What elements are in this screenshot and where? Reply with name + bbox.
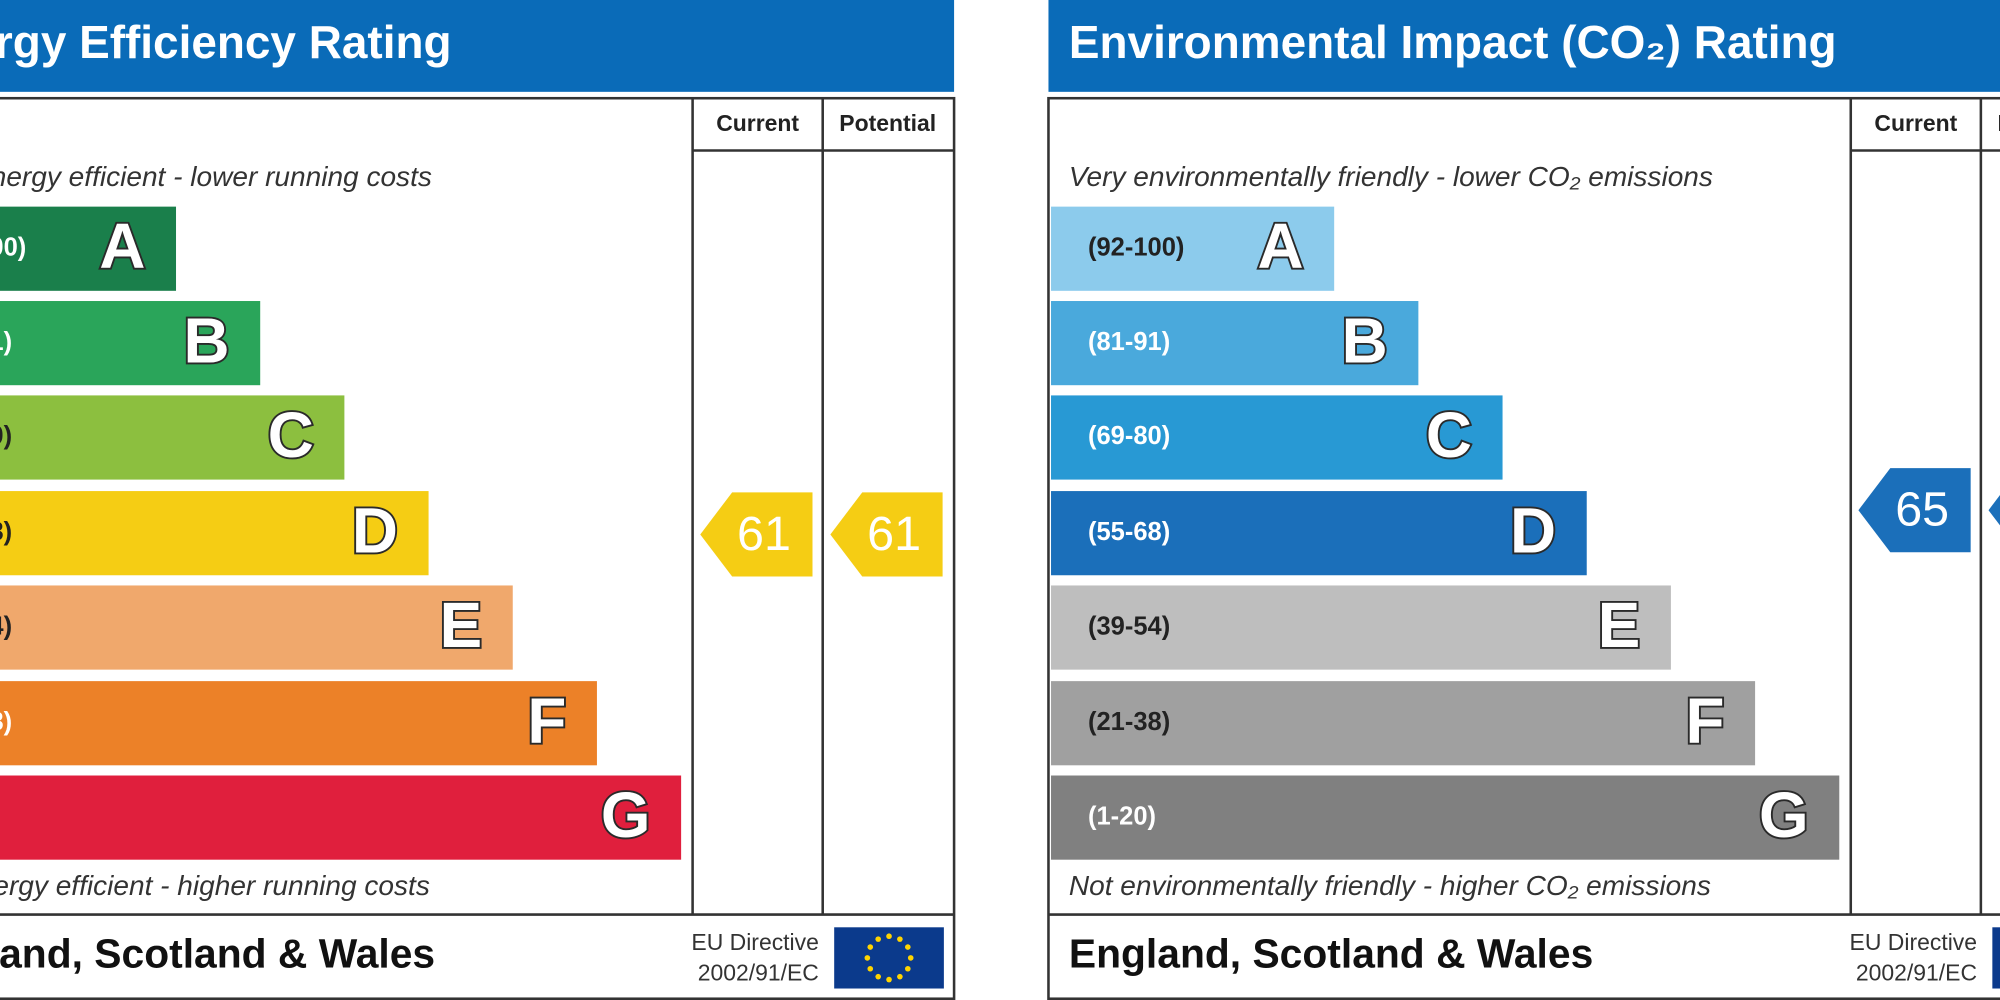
eu-flag	[1992, 927, 2000, 989]
rating-score: 61	[867, 507, 921, 561]
eu-star	[886, 976, 892, 983]
footer-region: England, Scotland & Wales	[1069, 930, 1593, 976]
band-letter: G	[601, 779, 651, 851]
eu-star	[897, 936, 903, 942]
band-range: (21-38)	[0, 708, 12, 736]
panel-title: Environmental Impact (CO₂) Rating	[1069, 16, 1837, 68]
rating-arrow	[700, 492, 813, 577]
band-range: (69-80)	[0, 422, 12, 450]
eu-star	[867, 944, 874, 950]
rating-band	[1051, 491, 1587, 576]
band-letter: F	[527, 685, 566, 757]
band-letter: G	[1759, 779, 1809, 851]
top-note: Very environmentally friendly - lower CO…	[1069, 161, 1713, 192]
band-range: (39-54)	[1088, 612, 1170, 640]
band-range: (21-38)	[1088, 708, 1170, 736]
eu-star	[886, 933, 892, 940]
eu-star	[907, 955, 914, 961]
band-letter: E	[440, 589, 483, 661]
rating-band	[0, 681, 597, 766]
rating-band	[0, 395, 345, 480]
band-range: (69-80)	[1088, 422, 1170, 450]
rating-band	[1051, 206, 1335, 291]
rating-band	[0, 301, 261, 386]
directive-line: EU Directive	[1850, 929, 1977, 955]
band-letter: A	[1258, 210, 1304, 282]
band-letter: E	[1598, 589, 1641, 661]
band-letter: A	[99, 210, 145, 282]
band-range: (92-100)	[1088, 233, 1184, 261]
column-header: Current	[716, 110, 799, 136]
eu-star	[875, 936, 881, 942]
environment-panel: Environmental Impact (CO₂) Rating Current…	[1047, 0, 2000, 1000]
band-range: (55-68)	[0, 518, 12, 546]
energy-panel: Energy Efficiency Rating Current Potential…	[0, 0, 956, 1000]
rating-band	[0, 206, 177, 291]
panel-title: Energy Efficiency Rating	[0, 16, 452, 68]
band-letter: D	[352, 495, 398, 567]
rating-arrow	[1858, 468, 1971, 553]
band-range: (55-68)	[1088, 518, 1170, 546]
header-bar	[1048, 0, 2000, 92]
eu-star	[905, 965, 911, 972]
band-letter: B	[1342, 305, 1388, 377]
header-bar	[0, 0, 955, 92]
band-letter: D	[1510, 495, 1556, 567]
rating-band	[0, 585, 513, 670]
band-letter: C	[268, 399, 314, 471]
rating-score: 65	[1895, 483, 1949, 537]
rating-band	[1051, 301, 1419, 386]
directive-line: 2002/91/EC	[1856, 960, 1977, 986]
eu-star	[864, 955, 871, 961]
eu-star	[905, 944, 911, 950]
eu-star	[867, 965, 874, 972]
band-letter: F	[1686, 685, 1725, 757]
band-range: (1-20)	[1088, 802, 1156, 830]
band-range: (92-100)	[0, 233, 26, 261]
band-range: (81-91)	[1088, 328, 1170, 356]
band-range: (81-91)	[0, 328, 12, 356]
column-header: Potential	[839, 110, 936, 136]
footer-region: England, Scotland & Wales	[0, 930, 435, 976]
eu-star	[875, 973, 881, 980]
column-header: Current	[1874, 110, 1957, 136]
rating-band	[0, 491, 429, 576]
rating-band	[1051, 775, 1840, 860]
eu-star	[897, 973, 903, 980]
top-note: Very energy efficient - lower running co…	[0, 161, 432, 192]
rating-band	[0, 775, 682, 860]
rating-band	[1051, 585, 1671, 670]
bottom-note: Not energy efficient - higher running co…	[0, 870, 430, 901]
directive-line: EU Directive	[691, 929, 818, 955]
rating-band	[1051, 681, 1756, 766]
column-header: Potential	[1997, 110, 2000, 136]
rating-band	[1051, 395, 1503, 480]
bottom-note: Not environmentally friendly - higher CO…	[1069, 870, 1711, 901]
rating-score: 61	[737, 507, 791, 561]
band-letter: C	[1426, 399, 1472, 471]
rating-arrow-cropped	[1988, 495, 2000, 526]
band-range: (39-54)	[0, 612, 12, 640]
rating-arrow	[830, 492, 943, 577]
band-letter: B	[184, 305, 230, 377]
directive-line: 2002/91/EC	[698, 960, 819, 986]
